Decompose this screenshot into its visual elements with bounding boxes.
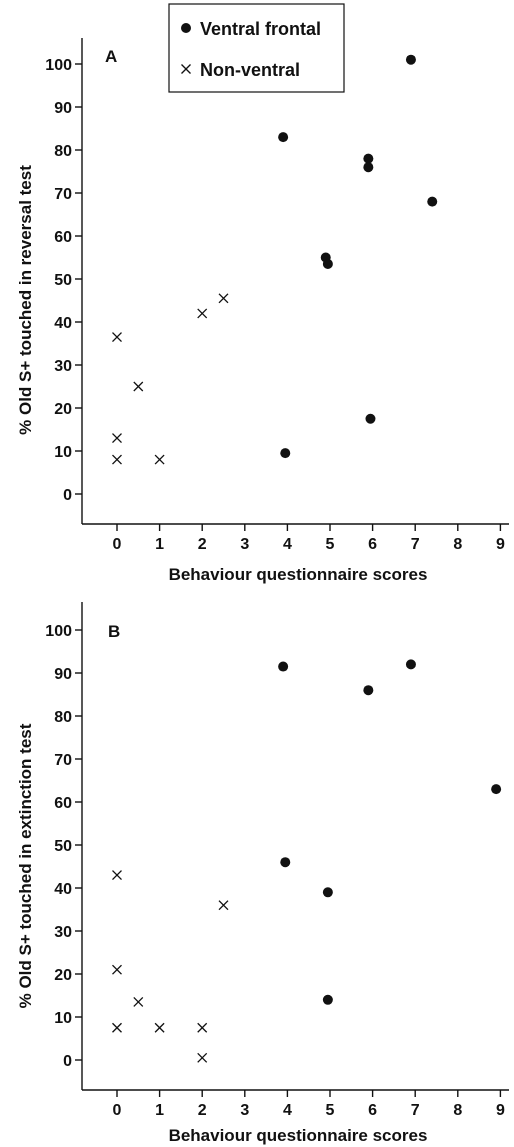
non-ventral-point (112, 870, 122, 881)
panel-letter-a: A (105, 47, 117, 66)
y-ticks: 0 10 20 30 40 50 60 70 80 90 100 (45, 57, 82, 504)
y-tick-label: 70 (54, 752, 72, 769)
legend-label-non-ventral: Non-ventral (200, 60, 300, 80)
x-tick-label: 4 (283, 536, 292, 553)
panel-letter-b: B (108, 622, 120, 641)
x-tick-label: 9 (496, 536, 505, 553)
y-tick-label: 80 (54, 143, 72, 160)
ventral-frontal-point (322, 994, 333, 1005)
ventral-frontal-point (363, 153, 374, 164)
y-tick-label: 50 (54, 838, 72, 855)
ventral-frontal-point (491, 784, 502, 795)
panel-a: A % Old S+ touched in reversal test Beha… (16, 38, 509, 584)
y-axis-title: % Old S+ touched in extinction test (16, 723, 35, 1008)
y-axis-title: % Old S+ touched in reversal test (16, 165, 35, 435)
ventral-frontal-point (363, 685, 374, 696)
non-ventral-point (197, 1022, 208, 1033)
non-ventral-point (112, 433, 122, 444)
x-tick-label: 0 (113, 536, 122, 553)
non-ventral-point (112, 332, 122, 343)
x-ticks: 0 1 2 3 4 5 6 7 8 9 (113, 1090, 505, 1119)
ventral-frontal-point (365, 413, 376, 424)
x-tick-label: 3 (240, 536, 249, 553)
non-ventral-point (112, 964, 122, 975)
data-points (112, 659, 502, 1063)
y-tick-label: 60 (54, 229, 72, 246)
y-tick-label: 50 (54, 272, 72, 289)
ventral-frontal-point (278, 661, 289, 672)
ventral-frontal-point (405, 54, 416, 65)
x-tick-label: 8 (453, 536, 462, 553)
non-ventral-point (218, 900, 229, 911)
x-axis-title: Behaviour questionnaire scores (169, 1126, 428, 1145)
x-tick-label: 2 (198, 536, 207, 553)
ventral-frontal-point (278, 132, 289, 143)
y-tick-label: 10 (54, 1010, 72, 1027)
y-tick-label: 80 (54, 709, 72, 726)
legend-label-ventral-frontal: Ventral frontal (200, 19, 321, 39)
non-ventral-point (197, 1052, 208, 1063)
y-tick-label: 40 (54, 315, 72, 332)
y-tick-label: 100 (45, 57, 72, 74)
non-ventral-point (154, 454, 165, 465)
ventral-frontal-point (322, 887, 333, 898)
x-tick-label: 5 (326, 536, 335, 553)
y-tick-label: 90 (54, 666, 72, 683)
x-tick-label: 6 (368, 536, 377, 553)
y-tick-label: 30 (54, 358, 72, 375)
y-tick-label: 10 (54, 444, 72, 461)
x-tick-label: 2 (198, 1102, 207, 1119)
y-tick-label: 90 (54, 100, 72, 117)
y-tick-label: 20 (54, 401, 72, 418)
non-ventral-point (112, 1022, 122, 1033)
ventral-frontal-point (405, 659, 416, 670)
x-tick-label: 3 (240, 1102, 249, 1119)
y-tick-label: 40 (54, 881, 72, 898)
x-tick-label: 0 (113, 1102, 122, 1119)
ventral-frontal-point (322, 258, 333, 269)
non-ventral-point (133, 381, 144, 392)
y-tick-label: 0 (63, 1053, 72, 1070)
x-axis-title: Behaviour questionnaire scores (169, 565, 428, 584)
x-ticks: 0 1 2 3 4 5 6 7 8 9 (113, 524, 505, 553)
x-tick-label: 7 (411, 536, 420, 553)
y-ticks: 0 10 20 30 40 50 60 70 80 90 100 (45, 623, 82, 1070)
panel-b: B % Old S+ touched in extinction test Be… (16, 602, 509, 1145)
y-tick-label: 100 (45, 623, 72, 640)
y-tick-label: 30 (54, 924, 72, 941)
non-ventral-point (218, 293, 229, 304)
x-tick-label: 5 (326, 1102, 335, 1119)
x-tick-label: 1 (155, 1102, 164, 1119)
ventral-frontal-point (363, 162, 374, 173)
x-tick-label: 4 (283, 1102, 292, 1119)
x-tick-label: 1 (155, 536, 164, 553)
y-tick-label: 20 (54, 967, 72, 984)
legend: Ventral frontal Non-ventral (168, 3, 345, 93)
non-ventral-point (112, 454, 122, 465)
x-tick-label: 7 (411, 1102, 420, 1119)
non-ventral-point (154, 1022, 165, 1033)
legend-dot-marker (181, 23, 191, 33)
y-tick-label: 60 (54, 795, 72, 812)
non-ventral-point (197, 308, 208, 319)
ventral-frontal-point (280, 857, 291, 868)
ventral-frontal-point (280, 448, 291, 459)
ventral-frontal-point (427, 196, 438, 207)
x-tick-label: 9 (496, 1102, 505, 1119)
legend-cross-marker (181, 64, 191, 74)
x-tick-label: 6 (368, 1102, 377, 1119)
y-tick-label: 0 (63, 487, 72, 504)
non-ventral-point (133, 996, 144, 1007)
y-tick-label: 70 (54, 186, 72, 203)
data-points (112, 54, 438, 465)
legend-box (168, 3, 345, 93)
x-tick-label: 8 (453, 1102, 462, 1119)
